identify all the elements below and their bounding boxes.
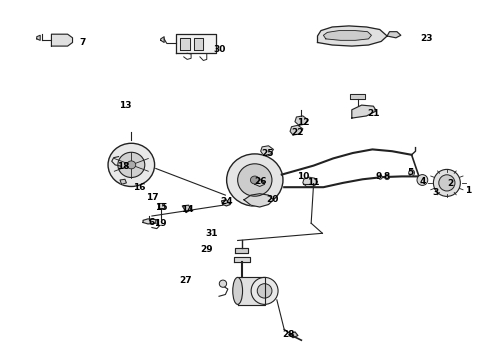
Text: 3: 3 <box>432 188 438 197</box>
Text: 31: 31 <box>205 229 218 238</box>
Text: 15: 15 <box>155 202 168 211</box>
Polygon shape <box>350 94 365 99</box>
Polygon shape <box>37 35 40 40</box>
Ellipse shape <box>409 170 415 176</box>
Polygon shape <box>161 37 164 42</box>
Text: 28: 28 <box>282 330 294 339</box>
Text: 27: 27 <box>179 276 192 285</box>
Text: 20: 20 <box>266 195 278 204</box>
Polygon shape <box>261 146 273 156</box>
Text: 29: 29 <box>200 245 213 253</box>
Text: 9: 9 <box>375 172 382 181</box>
Ellipse shape <box>238 164 272 196</box>
Text: 13: 13 <box>119 100 131 110</box>
Text: 4: 4 <box>419 177 426 186</box>
Text: 14: 14 <box>181 205 194 214</box>
Ellipse shape <box>250 176 259 184</box>
Polygon shape <box>182 205 191 212</box>
Ellipse shape <box>220 280 227 287</box>
Text: 23: 23 <box>420 35 433 44</box>
Polygon shape <box>180 38 190 50</box>
Ellipse shape <box>226 154 283 206</box>
Polygon shape <box>352 105 376 118</box>
Text: 18: 18 <box>117 162 130 171</box>
Polygon shape <box>289 332 298 338</box>
Ellipse shape <box>378 175 382 179</box>
Polygon shape <box>143 219 156 224</box>
Polygon shape <box>255 179 265 186</box>
Text: 10: 10 <box>296 172 309 181</box>
Ellipse shape <box>433 170 460 197</box>
Text: 12: 12 <box>296 118 309 127</box>
Ellipse shape <box>108 143 155 186</box>
Text: 2: 2 <box>448 179 454 188</box>
Ellipse shape <box>251 278 278 305</box>
Polygon shape <box>51 34 73 46</box>
Polygon shape <box>194 38 203 50</box>
Text: 7: 7 <box>79 38 86 47</box>
Polygon shape <box>158 203 164 208</box>
Text: 26: 26 <box>254 177 267 186</box>
Polygon shape <box>303 177 318 187</box>
Ellipse shape <box>417 175 428 185</box>
Ellipse shape <box>233 278 243 305</box>
Text: 8: 8 <box>384 172 390 181</box>
Ellipse shape <box>439 175 455 191</box>
Text: 24: 24 <box>220 197 233 206</box>
Polygon shape <box>387 32 401 38</box>
Polygon shape <box>290 125 303 135</box>
Text: 17: 17 <box>146 193 158 202</box>
Text: 25: 25 <box>261 149 273 158</box>
Text: 11: 11 <box>307 179 320 188</box>
Text: 22: 22 <box>292 128 304 137</box>
Text: 19: 19 <box>154 219 167 228</box>
Polygon shape <box>120 179 126 184</box>
Ellipse shape <box>385 175 390 180</box>
Polygon shape <box>244 194 273 207</box>
Text: 6: 6 <box>149 218 155 227</box>
Polygon shape <box>176 34 216 53</box>
Text: 16: 16 <box>133 183 146 192</box>
Polygon shape <box>318 26 387 46</box>
Polygon shape <box>238 277 265 305</box>
Ellipse shape <box>127 161 136 169</box>
Ellipse shape <box>257 284 272 298</box>
Text: 30: 30 <box>213 45 226 54</box>
Text: 5: 5 <box>408 168 414 177</box>
Polygon shape <box>323 31 371 40</box>
Text: 21: 21 <box>367 109 380 118</box>
Text: 1: 1 <box>465 186 471 195</box>
Polygon shape <box>295 116 308 125</box>
Polygon shape <box>235 248 248 253</box>
Polygon shape <box>221 200 230 206</box>
Polygon shape <box>234 257 250 262</box>
Ellipse shape <box>118 152 145 177</box>
